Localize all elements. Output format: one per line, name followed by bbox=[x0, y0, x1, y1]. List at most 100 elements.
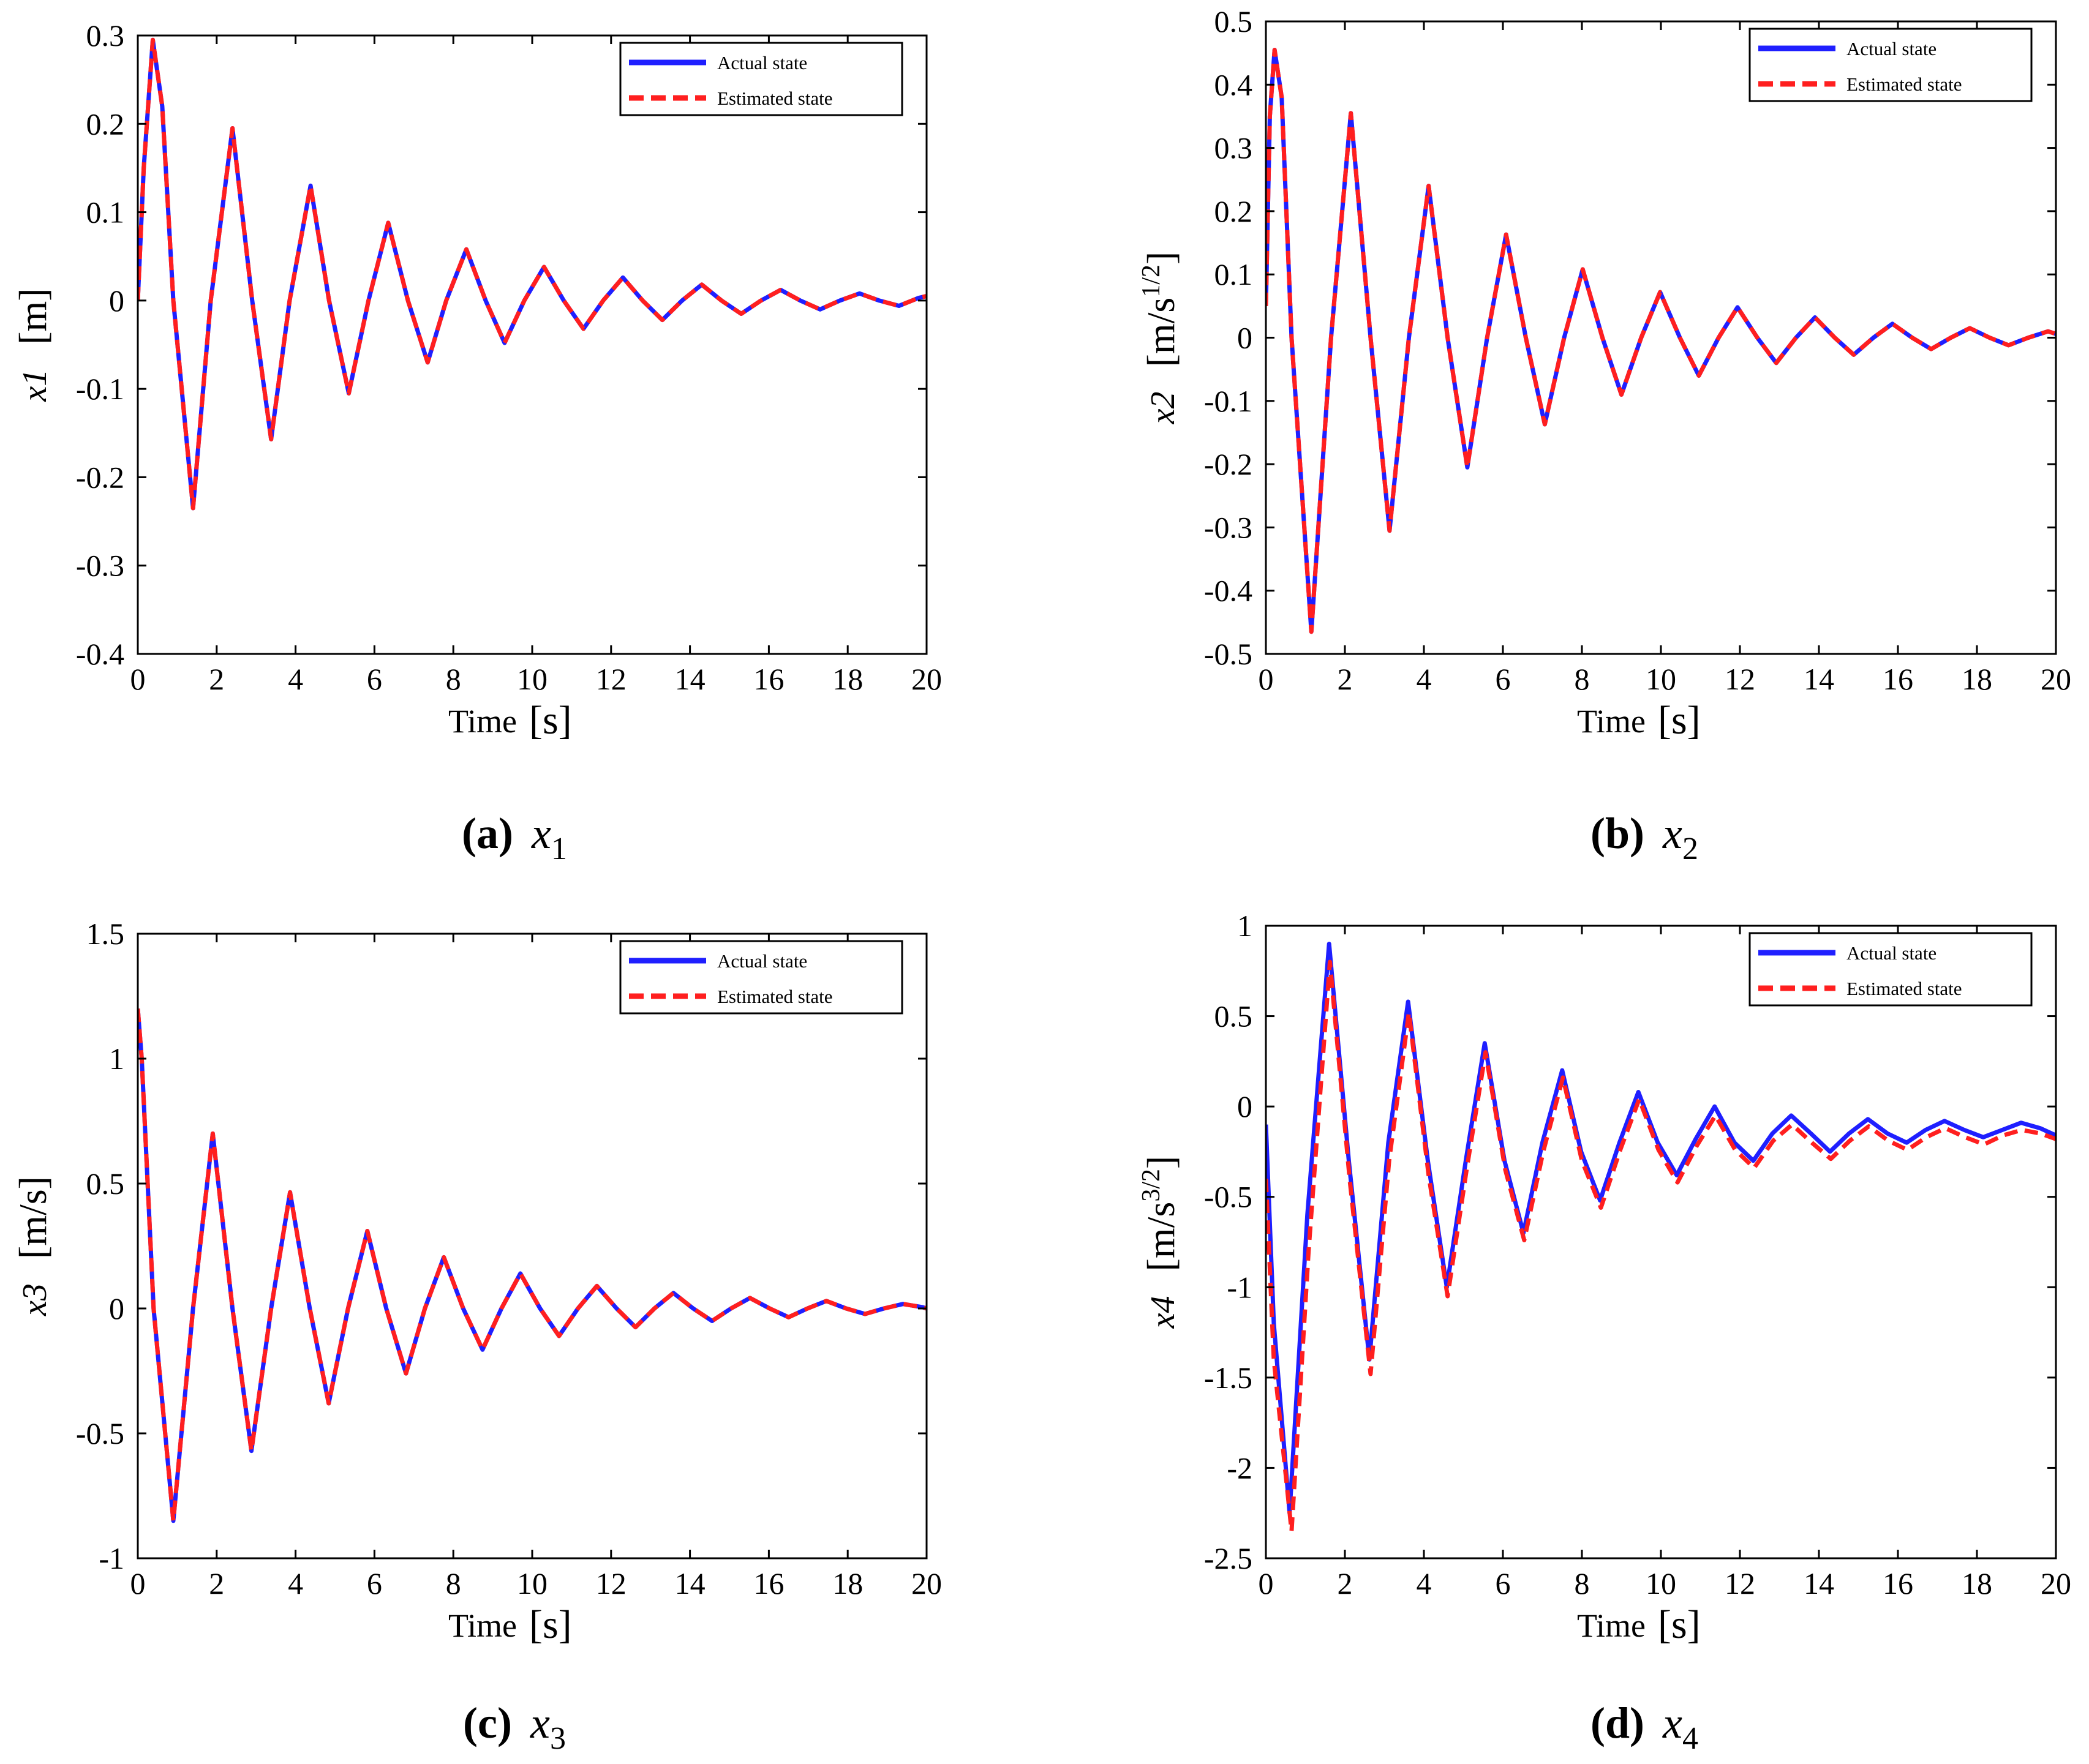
x-tick-label: 2 bbox=[209, 1566, 224, 1601]
y-axis-unit-sup: 3/2 bbox=[1137, 1169, 1165, 1202]
x-tick-label: 8 bbox=[446, 1566, 461, 1601]
caption-label: (b) bbox=[1590, 809, 1644, 858]
x-tick-label: 14 bbox=[1804, 1566, 1834, 1601]
y-tick-label: 0 bbox=[1237, 1089, 1252, 1124]
legend-box bbox=[1748, 932, 2033, 1007]
y-tick-label: -0.2 bbox=[76, 460, 124, 494]
x-tick-label: 20 bbox=[2041, 1566, 2071, 1601]
x-tick-label: 0 bbox=[1259, 662, 1274, 696]
y-tick-label: -0.5 bbox=[76, 1416, 124, 1451]
y-tick-label: 0.3 bbox=[86, 18, 125, 53]
legend-label: Estimated state bbox=[1846, 73, 1962, 95]
y-axis-label: x3 [m/s] bbox=[11, 1176, 55, 1316]
y-tick-label: 1 bbox=[109, 1042, 124, 1076]
y-axis-unit-close: ] bbox=[1139, 1156, 1183, 1169]
x-tick-label: 10 bbox=[517, 1566, 548, 1601]
y-axis-var: x2 bbox=[1144, 391, 1182, 424]
y-tick-label: -1 bbox=[99, 1541, 124, 1575]
x-tick-label: 18 bbox=[832, 662, 863, 696]
x-tick-label: 4 bbox=[1417, 1566, 1432, 1601]
x-axis-unit: [s] bbox=[529, 698, 572, 743]
caption-var: x bbox=[1662, 809, 1682, 858]
chart-3: 0 2 4 6 8 10 12 14 16 18 20 -1 -0.5 0 0.5 1 1.5 Time [s] x3… bbox=[11, 917, 942, 1756]
y-tick-label: -0.3 bbox=[76, 549, 124, 583]
x-tick-label: 0 bbox=[130, 662, 146, 696]
y-tick-label: -0.4 bbox=[76, 637, 124, 671]
caption-label: (c) bbox=[463, 1698, 512, 1747]
y-tick-label: -2 bbox=[1227, 1451, 1252, 1485]
y-axis-label: x2 [m/s1/2] bbox=[1137, 252, 1183, 425]
caption-var: x bbox=[1662, 1698, 1682, 1747]
y-axis-unit: [m/s bbox=[1139, 1202, 1183, 1272]
x-tick-label: 6 bbox=[1496, 1566, 1511, 1601]
y-tick-label: 1.5 bbox=[86, 917, 125, 951]
y-axis-label-group: x1 [m] bbox=[11, 288, 55, 402]
caption-sub: 2 bbox=[1682, 831, 1698, 866]
x-tick-label: 16 bbox=[753, 1566, 784, 1601]
chart-1: 0 2 4 6 8 10 12 14 16 18 20 -0.4 -0.3 -0.2 -0.1 0 0.1 0.2… bbox=[11, 18, 942, 866]
y-tick-label: -0.1 bbox=[1204, 384, 1252, 418]
y-axis-unit: [m] bbox=[11, 288, 55, 344]
x-tick-label: 14 bbox=[1804, 662, 1834, 696]
x-tick-label: 4 bbox=[288, 662, 303, 696]
x-tick-label: 20 bbox=[911, 1566, 942, 1601]
legend-label: Actual state bbox=[1846, 942, 1937, 964]
caption-sub: 3 bbox=[550, 1721, 566, 1756]
y-tick-label: -0.5 bbox=[1204, 1180, 1252, 1214]
y-tick-label: 0.5 bbox=[1214, 999, 1253, 1034]
y-axis-label-group: x2 [m/s1/2] bbox=[1137, 252, 1183, 425]
x-axis-unit: [s] bbox=[529, 1602, 572, 1647]
series-line-actual bbox=[138, 1008, 927, 1523]
x-tick-label: 8 bbox=[1575, 662, 1590, 696]
legend: Actual state Estimated state bbox=[619, 42, 903, 116]
x-tick-label: 14 bbox=[675, 662, 706, 696]
x-tick-label: 20 bbox=[2041, 662, 2071, 696]
x-tick-label: 12 bbox=[596, 1566, 627, 1601]
series-line-estimated bbox=[138, 37, 927, 511]
y-tick-label: 0.2 bbox=[86, 107, 125, 141]
x-axis-label: Time bbox=[448, 703, 517, 740]
y-tick-label: 0.1 bbox=[1214, 257, 1253, 291]
y-tick-label: 0.4 bbox=[1214, 67, 1253, 102]
x-tick-label: 10 bbox=[1646, 1566, 1676, 1601]
y-axis-var: x3 bbox=[16, 1283, 54, 1316]
y-tick-label: -0.2 bbox=[1204, 447, 1252, 481]
x-tick-label: 14 bbox=[675, 1566, 706, 1601]
y-tick-label: -0.5 bbox=[1204, 637, 1252, 671]
y-axis-unit: [m/s bbox=[1139, 298, 1183, 367]
legend-label: Actual state bbox=[1846, 38, 1937, 59]
x-axis-unit: [s] bbox=[1658, 1602, 1701, 1647]
y-tick-label: -2.5 bbox=[1204, 1541, 1252, 1575]
y-axis-label: x4 [m/s3/2] bbox=[1137, 1156, 1183, 1329]
legend: Actual state Estimated state bbox=[1748, 28, 2033, 102]
y-axis-unit: [m/s] bbox=[11, 1176, 55, 1259]
legend: Actual state Estimated state bbox=[619, 940, 903, 1015]
legend-box bbox=[619, 42, 903, 116]
x-tick-label: 0 bbox=[130, 1566, 146, 1601]
plot-frame bbox=[1265, 20, 2057, 655]
y-axis-var: x4 bbox=[1144, 1296, 1182, 1329]
y-axis-unit-close: ] bbox=[1139, 252, 1183, 265]
legend-box bbox=[1748, 28, 2033, 102]
y-tick-label: 0.5 bbox=[1214, 4, 1253, 39]
x-tick-label: 2 bbox=[209, 662, 224, 696]
x-tick-label: 0 bbox=[1259, 1566, 1274, 1601]
y-tick-label: -0.3 bbox=[1204, 510, 1252, 544]
y-axis-unit-sup: 1/2 bbox=[1137, 265, 1165, 298]
x-tick-label: 6 bbox=[1496, 662, 1511, 696]
y-axis-var: x1 bbox=[16, 369, 54, 402]
y-tick-label: -0.4 bbox=[1204, 574, 1252, 608]
series-line-estimated bbox=[1266, 959, 2056, 1534]
x-tick-label: 12 bbox=[596, 662, 627, 696]
caption-sub: 1 bbox=[551, 831, 567, 866]
chart-4: 0 2 4 6 8 10 12 14 16 18 20 -2.5 -2 -1.5 -1 -0.5 0 0.5 1 Ti… bbox=[1137, 909, 2071, 1756]
caption-var: x bbox=[530, 1698, 550, 1747]
x-tick-label: 8 bbox=[1575, 1566, 1590, 1601]
legend-box bbox=[619, 940, 903, 1015]
figure-caption: (d) x4 bbox=[1590, 1698, 1698, 1756]
legend-label: Estimated state bbox=[717, 88, 833, 109]
x-tick-label: 6 bbox=[367, 662, 382, 696]
chart-2: 0 2 4 6 8 10 12 14 16 18 20 -0.5 -0.4 -0.3 -0.2 -0.1 0 0.… bbox=[1137, 4, 2071, 866]
y-tick-label: -1 bbox=[1227, 1270, 1252, 1304]
legend-label: Estimated state bbox=[1846, 978, 1962, 999]
